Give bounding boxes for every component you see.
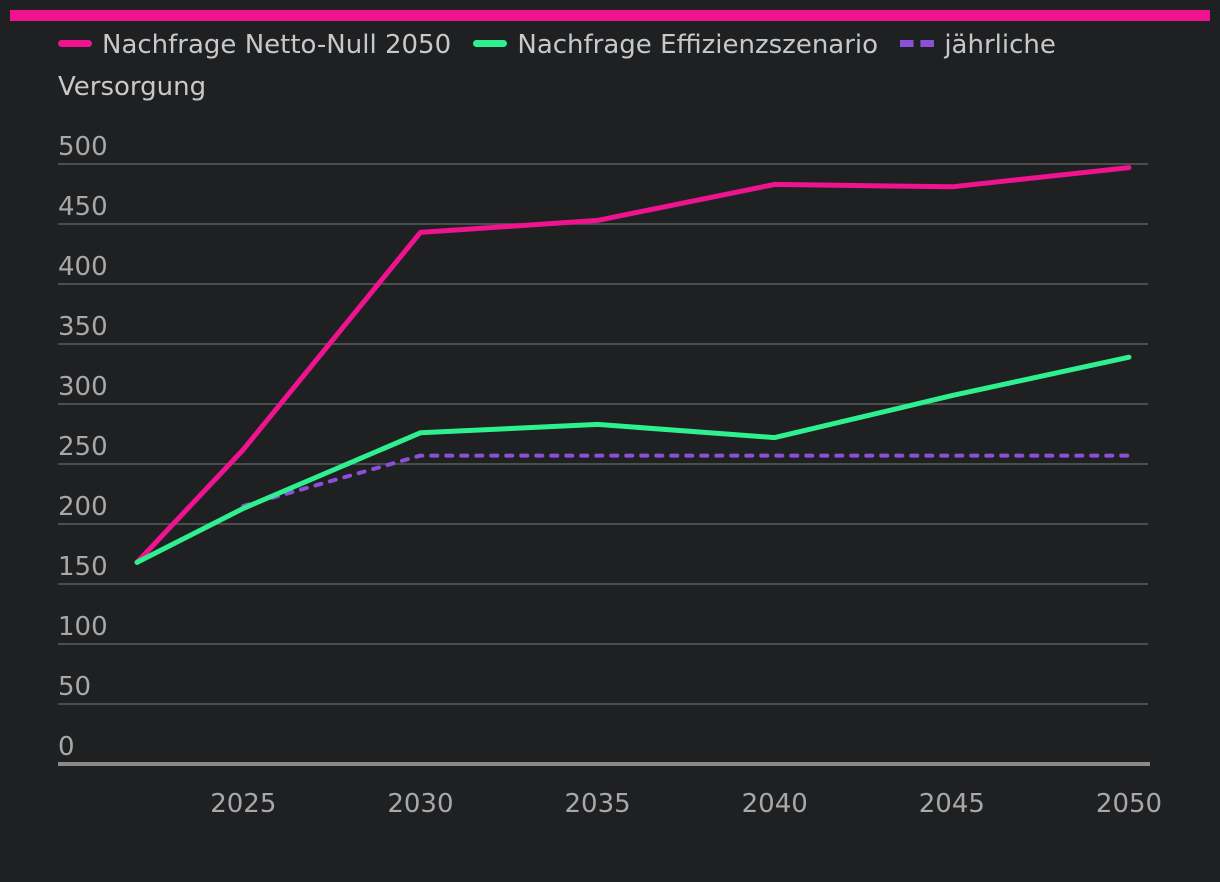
x-tick-label-2050: 2050 <box>1096 789 1162 819</box>
legend-item-effizienz: Nachfrage Effizienzszenario <box>473 30 878 60</box>
x-tick-label-2045: 2045 <box>919 789 985 819</box>
series-line-2 <box>241 453 1131 508</box>
legend-label-netto-null: Nachfrage Netto-Null 2050 <box>102 30 452 60</box>
y-tick-label-250: 250 <box>58 432 108 462</box>
y-tick-label-100: 100 <box>58 612 108 642</box>
legend-item-versorgung: jährliche Versorgung <box>58 30 1056 102</box>
y-tick-label-150: 150 <box>58 552 108 582</box>
y-tick-label-400: 400 <box>58 252 108 282</box>
y-tick-label-200: 200 <box>58 492 108 522</box>
legend-swatch-effizienz <box>473 40 508 47</box>
legend: Nachfrage Netto-Null 2050 Nachfrage Effi… <box>58 24 1138 108</box>
legend-label-effizienz: Nachfrage Effizienzszenario <box>517 30 879 60</box>
legend-label-versorgung: jährliche Versorgung <box>58 30 1056 102</box>
y-tick-label-0: 0 <box>58 732 75 762</box>
y-tick-label-300: 300 <box>58 372 108 402</box>
legend-item-netto-null: Nachfrage Netto-Null 2050 <box>58 30 451 60</box>
series-line-0 <box>134 165 1132 565</box>
y-tick-label-50: 50 <box>58 672 91 702</box>
accent-bar <box>10 10 1210 21</box>
y-tick-label-500: 500 <box>58 132 108 162</box>
series-line-1 <box>134 354 1132 565</box>
y-tick-label-450: 450 <box>58 192 108 222</box>
x-tick-label-2035: 2035 <box>564 789 630 819</box>
y-tick-label-350: 350 <box>58 312 108 342</box>
x-tick-label-2025: 2025 <box>210 789 276 819</box>
legend-swatch-netto-null <box>58 40 92 47</box>
x-tick-label-2040: 2040 <box>742 789 808 819</box>
x-tick-label-2030: 2030 <box>387 789 453 819</box>
legend-swatch-versorgung <box>900 40 935 47</box>
